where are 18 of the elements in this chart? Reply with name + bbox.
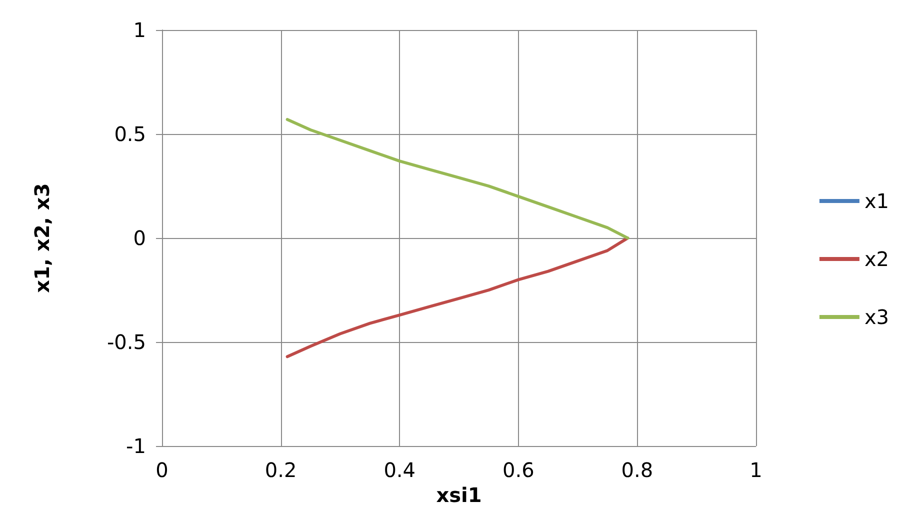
y-axis-title: x1, x2, x3	[30, 183, 54, 293]
legend-label: x2	[864, 247, 889, 271]
legend-label: x1	[864, 189, 889, 213]
y-tick-label: -0.5	[106, 330, 146, 354]
x-tick-label: 0	[156, 458, 168, 482]
x-tick-label: 0.8	[621, 458, 654, 482]
x-tick-label: 0.4	[384, 458, 416, 482]
x-axis-title: xsi1	[436, 483, 482, 507]
line-series	[286, 118, 630, 240]
legend-label: x3	[864, 305, 889, 329]
x-tick-label: 0.6	[502, 458, 534, 482]
x-tick-label: 0.2	[264, 458, 297, 482]
x-tick-label: 1	[750, 458, 762, 482]
y-tick-label: 1	[133, 18, 146, 42]
line-series	[286, 236, 630, 358]
y-tick-label: 0.5	[114, 122, 146, 146]
y-tick-label: -1	[126, 434, 146, 458]
y-tick-label: 0	[133, 226, 146, 250]
